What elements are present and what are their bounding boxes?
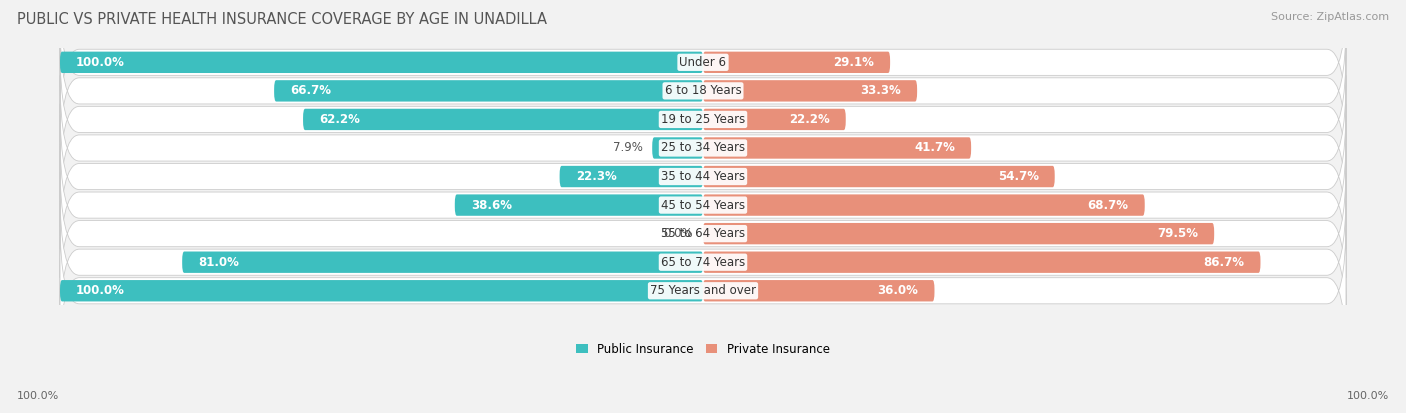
- FancyBboxPatch shape: [60, 190, 1346, 335]
- Text: 41.7%: 41.7%: [914, 142, 955, 154]
- FancyBboxPatch shape: [60, 280, 703, 301]
- FancyBboxPatch shape: [703, 195, 1144, 216]
- Text: 62.2%: 62.2%: [319, 113, 360, 126]
- Text: 55 to 64 Years: 55 to 64 Years: [661, 227, 745, 240]
- FancyBboxPatch shape: [703, 109, 846, 130]
- Text: 25 to 34 Years: 25 to 34 Years: [661, 142, 745, 154]
- FancyBboxPatch shape: [703, 80, 917, 102]
- Text: 33.3%: 33.3%: [860, 84, 901, 97]
- Text: 79.5%: 79.5%: [1157, 227, 1198, 240]
- FancyBboxPatch shape: [703, 52, 890, 73]
- Text: 7.9%: 7.9%: [613, 142, 643, 154]
- Text: 65 to 74 Years: 65 to 74 Years: [661, 256, 745, 269]
- FancyBboxPatch shape: [183, 252, 703, 273]
- FancyBboxPatch shape: [703, 223, 1215, 244]
- Text: 66.7%: 66.7%: [290, 84, 332, 97]
- FancyBboxPatch shape: [60, 0, 1346, 135]
- Text: 100.0%: 100.0%: [17, 391, 59, 401]
- Text: 35 to 44 Years: 35 to 44 Years: [661, 170, 745, 183]
- Text: 100.0%: 100.0%: [76, 284, 125, 297]
- Text: 38.6%: 38.6%: [471, 199, 512, 211]
- FancyBboxPatch shape: [60, 52, 703, 73]
- Legend: Public Insurance, Private Insurance: Public Insurance, Private Insurance: [576, 343, 830, 356]
- FancyBboxPatch shape: [304, 109, 703, 130]
- FancyBboxPatch shape: [560, 166, 703, 187]
- FancyBboxPatch shape: [454, 195, 703, 216]
- Text: 81.0%: 81.0%: [198, 256, 239, 269]
- FancyBboxPatch shape: [60, 47, 1346, 192]
- FancyBboxPatch shape: [60, 104, 1346, 249]
- FancyBboxPatch shape: [60, 218, 1346, 363]
- FancyBboxPatch shape: [274, 80, 703, 102]
- Text: 100.0%: 100.0%: [1347, 391, 1389, 401]
- Text: 6 to 18 Years: 6 to 18 Years: [665, 84, 741, 97]
- FancyBboxPatch shape: [703, 280, 935, 301]
- Text: 54.7%: 54.7%: [998, 170, 1039, 183]
- FancyBboxPatch shape: [60, 18, 1346, 164]
- FancyBboxPatch shape: [703, 252, 1260, 273]
- Text: 22.2%: 22.2%: [789, 113, 830, 126]
- Text: Under 6: Under 6: [679, 56, 727, 69]
- FancyBboxPatch shape: [60, 76, 1346, 221]
- FancyBboxPatch shape: [703, 137, 972, 159]
- FancyBboxPatch shape: [652, 137, 703, 159]
- Text: Source: ZipAtlas.com: Source: ZipAtlas.com: [1271, 12, 1389, 22]
- FancyBboxPatch shape: [60, 133, 1346, 278]
- Text: 29.1%: 29.1%: [834, 56, 875, 69]
- FancyBboxPatch shape: [703, 166, 1054, 187]
- Text: 36.0%: 36.0%: [877, 284, 918, 297]
- FancyBboxPatch shape: [60, 161, 1346, 306]
- Text: 68.7%: 68.7%: [1088, 199, 1129, 211]
- Text: 19 to 25 Years: 19 to 25 Years: [661, 113, 745, 126]
- Text: 75 Years and over: 75 Years and over: [650, 284, 756, 297]
- Text: 22.3%: 22.3%: [575, 170, 616, 183]
- Text: 0.0%: 0.0%: [664, 227, 693, 240]
- Text: 86.7%: 86.7%: [1204, 256, 1244, 269]
- Text: 100.0%: 100.0%: [76, 56, 125, 69]
- Text: 45 to 54 Years: 45 to 54 Years: [661, 199, 745, 211]
- Text: PUBLIC VS PRIVATE HEALTH INSURANCE COVERAGE BY AGE IN UNADILLA: PUBLIC VS PRIVATE HEALTH INSURANCE COVER…: [17, 12, 547, 27]
